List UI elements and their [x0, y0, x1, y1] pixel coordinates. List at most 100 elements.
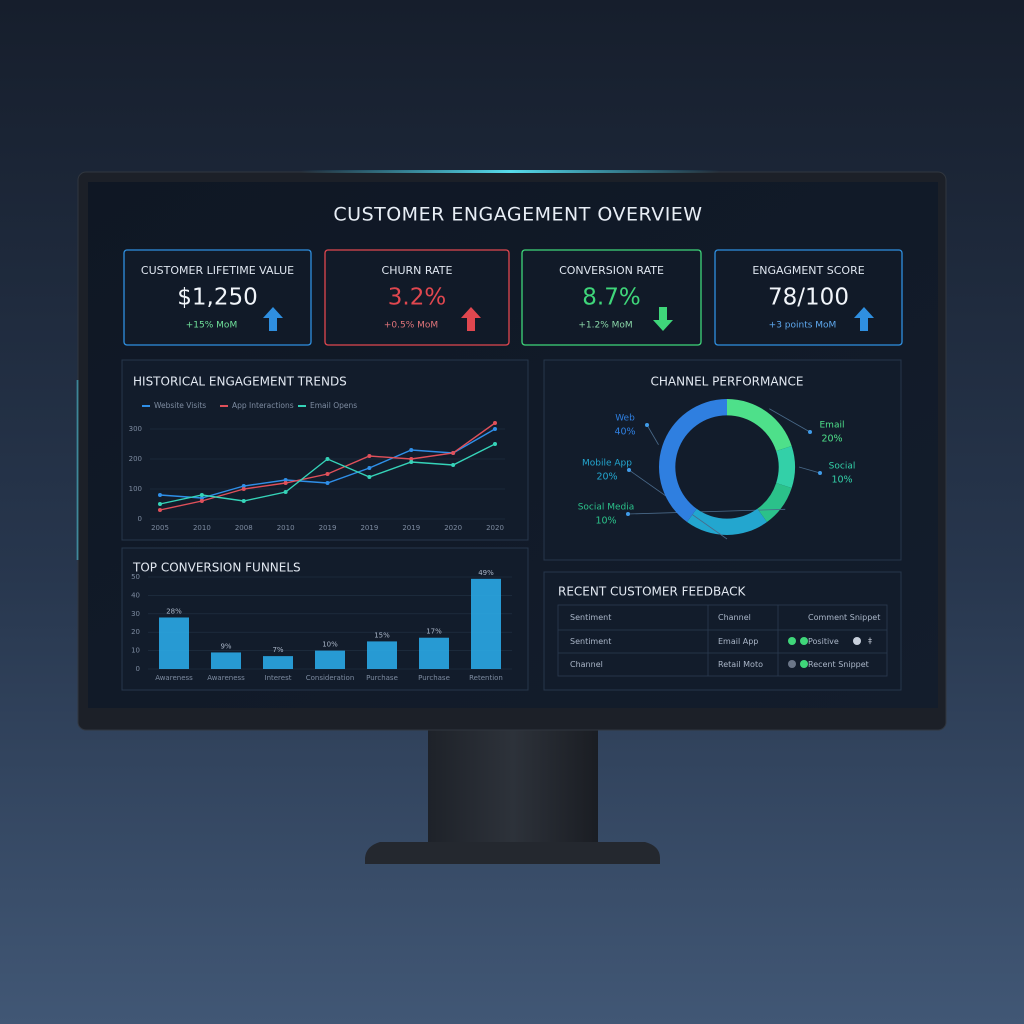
slice-value-label: 20% [821, 434, 842, 445]
panel-title: CHANNEL PERFORMANCE [651, 375, 804, 389]
y-tick-label: 40 [131, 591, 140, 599]
top-glow [300, 170, 720, 173]
table-cell: Email App [718, 637, 758, 646]
bar-value-label: 15% [374, 631, 390, 639]
table-header: Comment Snippet [808, 613, 880, 622]
kpi-label: CUSTOMER LIFETIME VALUE [141, 264, 294, 277]
leader-line [646, 424, 659, 445]
slice-name: Web [615, 414, 635, 424]
series-point [325, 481, 330, 485]
leader-dot [626, 512, 630, 516]
leader-line [798, 466, 821, 474]
feedback-panel [543, 571, 902, 691]
series-point [493, 442, 497, 446]
slice-value-label: 10% [831, 475, 852, 486]
kpi-value: 78/100 [768, 285, 849, 311]
legend-label: Email Opens [310, 401, 357, 410]
bar [367, 641, 397, 669]
bar [315, 650, 345, 669]
series-point [409, 460, 414, 464]
bar [159, 617, 189, 669]
x-tick-label: 2019 [402, 524, 420, 532]
legend-label: Website Visits [154, 401, 206, 410]
slice-name: Mobile App [582, 459, 632, 469]
y-tick-label: 30 [131, 610, 140, 618]
series-point [241, 499, 246, 503]
kpi-card [714, 249, 903, 346]
legend-label: App Interactions [232, 401, 294, 410]
bar [211, 652, 241, 669]
x-tick-label: Retention [469, 674, 503, 682]
y-tick-label: 100 [129, 485, 142, 493]
leader-line [627, 508, 786, 515]
bar-value-label: 7% [272, 646, 283, 654]
table-header: Channel [718, 613, 751, 622]
kpi-label: CHURN RATE [382, 264, 453, 277]
kpi-change: +0.5% MoM [384, 321, 438, 331]
x-tick-label: Interest [265, 674, 292, 682]
series-point [158, 502, 162, 506]
table-header: Sentiment [570, 613, 611, 622]
series-point [199, 493, 204, 497]
kpi-change: +3 points MoM [769, 321, 837, 331]
series-point [325, 472, 330, 476]
bar-value-label: 10% [322, 641, 338, 649]
sentiment-icon [800, 660, 808, 668]
table-frame [557, 604, 888, 677]
x-tick-label: 2019 [319, 524, 337, 532]
stand-base [365, 842, 660, 864]
slice-name: Social Media [578, 503, 635, 513]
slice-value-label: 10% [595, 516, 616, 527]
sentiment-icon [788, 660, 796, 668]
series-point [409, 457, 414, 461]
x-tick-label: Awareness [207, 674, 245, 682]
leader-dot [818, 471, 822, 475]
y-tick-label: 10 [131, 647, 140, 655]
series-point [367, 475, 372, 479]
x-tick-label: 2005 [151, 524, 169, 532]
sentiment-icon [788, 637, 796, 645]
leader-dot [627, 468, 631, 472]
y-tick-label: 300 [129, 425, 142, 433]
x-tick-label: Awareness [155, 674, 193, 682]
donut-segment [757, 482, 792, 523]
x-tick-label: 2008 [235, 524, 253, 532]
y-tick-label: 0 [138, 515, 142, 523]
y-tick-label: 20 [131, 628, 140, 636]
series-point [493, 427, 497, 431]
series-point [158, 508, 162, 512]
y-tick-label: 50 [131, 573, 140, 581]
table-cell: Channel [570, 660, 603, 669]
donut-segment [687, 508, 767, 535]
leader-dot [808, 430, 812, 434]
x-tick-label: 2020 [444, 524, 462, 532]
donut-segment [727, 399, 792, 452]
series-point [367, 466, 372, 470]
table-cell: Sentiment [570, 637, 611, 646]
x-tick-label: 2010 [193, 524, 211, 532]
kpi-change: +15% MoM [186, 321, 237, 331]
kpi-value: $1,250 [177, 285, 257, 311]
kpi-change: +1.2% MoM [578, 321, 632, 331]
bar-value-label: 17% [426, 628, 442, 636]
series-point [367, 454, 372, 458]
trend-arrow [461, 307, 481, 331]
series-point [451, 451, 456, 455]
table-cell: Positive [808, 637, 839, 646]
side-glow [76, 380, 79, 560]
series-point [158, 493, 162, 497]
panel-title: TOP CONVERSION FUNNELS [132, 561, 301, 575]
kpi-card [123, 249, 312, 346]
trend-arrow [263, 307, 283, 331]
kpi-label: CONVERSION RATE [559, 264, 664, 277]
action-icon: ‡ [868, 637, 872, 646]
donut-segment [658, 399, 727, 523]
action-icon [853, 637, 861, 645]
series-point [283, 490, 288, 494]
trend-panel [121, 359, 529, 541]
slice-name: Social [829, 462, 856, 472]
series-point [283, 481, 288, 485]
leader-line [769, 408, 811, 433]
kpi-value: 3.2% [388, 285, 446, 311]
